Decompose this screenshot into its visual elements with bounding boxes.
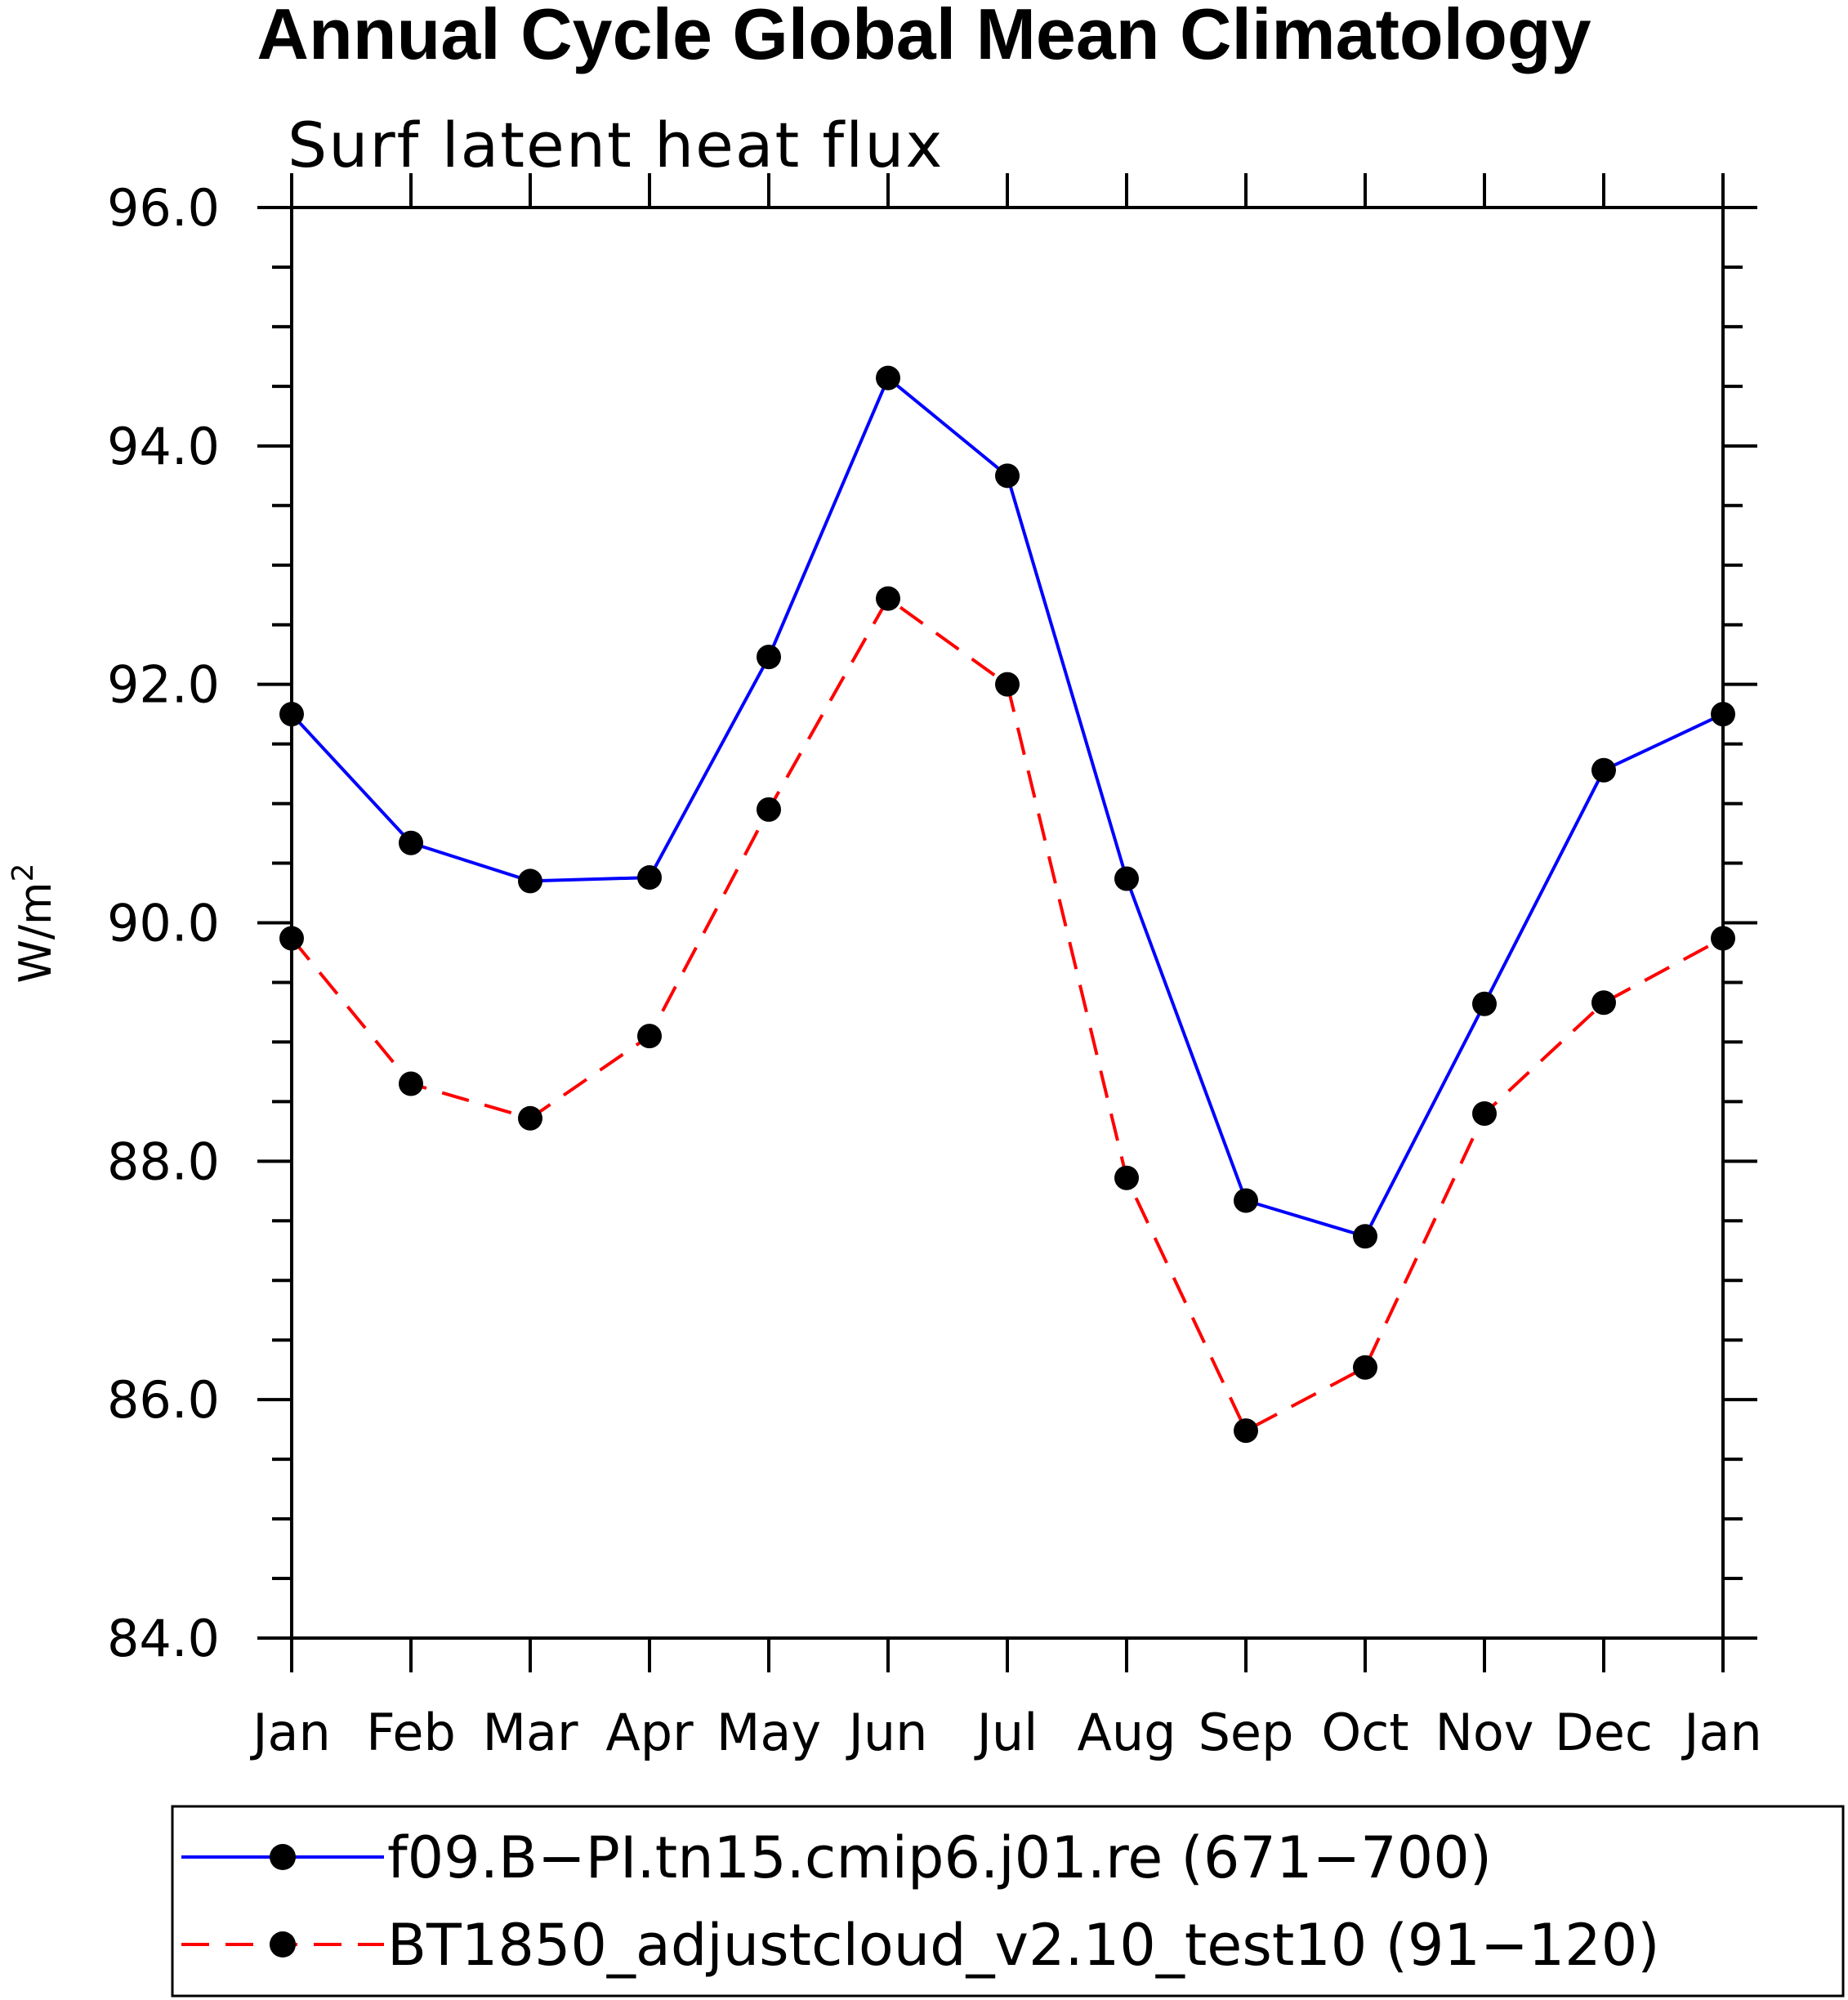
y-axis-label-unit: W/m: [10, 882, 61, 983]
legend-marker-series-2: [270, 1931, 296, 1958]
axis-ticks: [257, 173, 1757, 1672]
y-tick-label: 88.0: [107, 1132, 220, 1191]
data-point-series-1: [1234, 1188, 1258, 1213]
chart-title: Annual Cycle Global Mean Climatology: [257, 0, 1591, 74]
data-point-series-2: [399, 1071, 423, 1096]
data-point-series-2: [1591, 990, 1616, 1016]
y-tick-label: 96.0: [107, 178, 220, 238]
y-tick-label: 92.0: [107, 655, 220, 715]
data-point-series-1: [637, 865, 662, 891]
x-tick-label: Nov: [1435, 1703, 1533, 1762]
data-point-series-1: [876, 365, 900, 391]
series-line-1: [290, 375, 1724, 1239]
chart-subtitle: Surf latent heat flux: [288, 109, 944, 181]
x-tick-label: Jul: [974, 1703, 1038, 1762]
x-tick-label: Jan: [1681, 1703, 1762, 1762]
data-point-series-1: [995, 463, 1020, 489]
legend-marker-series-1: [270, 1844, 296, 1870]
x-tick-label: Apr: [605, 1703, 694, 1762]
y-tick-labels: 84.0 86.0 88.0 90.0 92.0 94.0 96.0: [107, 178, 220, 1668]
y-tick-label: 94.0: [107, 417, 220, 476]
data-point-series-1: [1472, 991, 1497, 1016]
x-tick-label: Jun: [846, 1703, 928, 1762]
legend-label-series-1: f09.B−PI.tn15.cmip6.j01.re (671−700): [387, 1824, 1492, 1891]
data-point-series-1: [399, 830, 423, 855]
x-tick-label: Feb: [366, 1703, 456, 1762]
data-point-series-2: [995, 672, 1020, 697]
data-point-series-1: [1591, 757, 1616, 783]
legend: f09.B−PI.tn15.cmip6.j01.re (671−700) BT1…: [171, 1805, 1845, 1998]
x-tick-label: Sep: [1199, 1703, 1294, 1762]
data-point-series-1: [1353, 1224, 1377, 1249]
x-tick-label: May: [716, 1703, 821, 1762]
data-point-series-2: [1114, 1165, 1139, 1190]
series-markers: [279, 365, 1735, 1444]
data-point-series-1: [757, 645, 781, 670]
data-point-series-2: [1234, 1418, 1258, 1444]
series-line-2: [290, 596, 1724, 1433]
data-point-series-1: [1114, 866, 1139, 891]
series-lines: [290, 375, 1724, 1433]
data-point-series-2: [518, 1105, 542, 1131]
legend-box: [171, 1805, 1845, 1998]
legend-label-series-2: BT1850_adjustcloud_v2.10_test10 (91−120): [387, 1912, 1660, 1979]
y-axis-label: W/m2: [7, 863, 61, 983]
x-tick-labels: Jan Feb Mar Apr May Jun Jul Aug Sep Oct Nov Dec Jan: [249, 1703, 1762, 1762]
y-tick-label: 86.0: [107, 1370, 220, 1430]
data-point-series-2: [876, 586, 900, 611]
data-point-series-1: [518, 868, 542, 894]
data-point-series-2: [757, 797, 781, 822]
y-axis-label-superscript: 2: [7, 863, 40, 882]
x-tick-label: Jan: [249, 1703, 331, 1762]
x-tick-label: Dec: [1555, 1703, 1653, 1762]
plot-frame: [290, 206, 1725, 1640]
y-tick-label: 90.0: [107, 894, 220, 953]
y-tick-label: 84.0: [107, 1609, 220, 1668]
data-point-series-2: [1353, 1355, 1377, 1380]
x-tick-label: Aug: [1077, 1703, 1176, 1762]
x-tick-label: Oct: [1321, 1703, 1408, 1762]
x-tick-label: Mar: [483, 1703, 578, 1762]
data-point-series-2: [637, 1024, 662, 1049]
data-point-series-2: [1472, 1100, 1497, 1126]
